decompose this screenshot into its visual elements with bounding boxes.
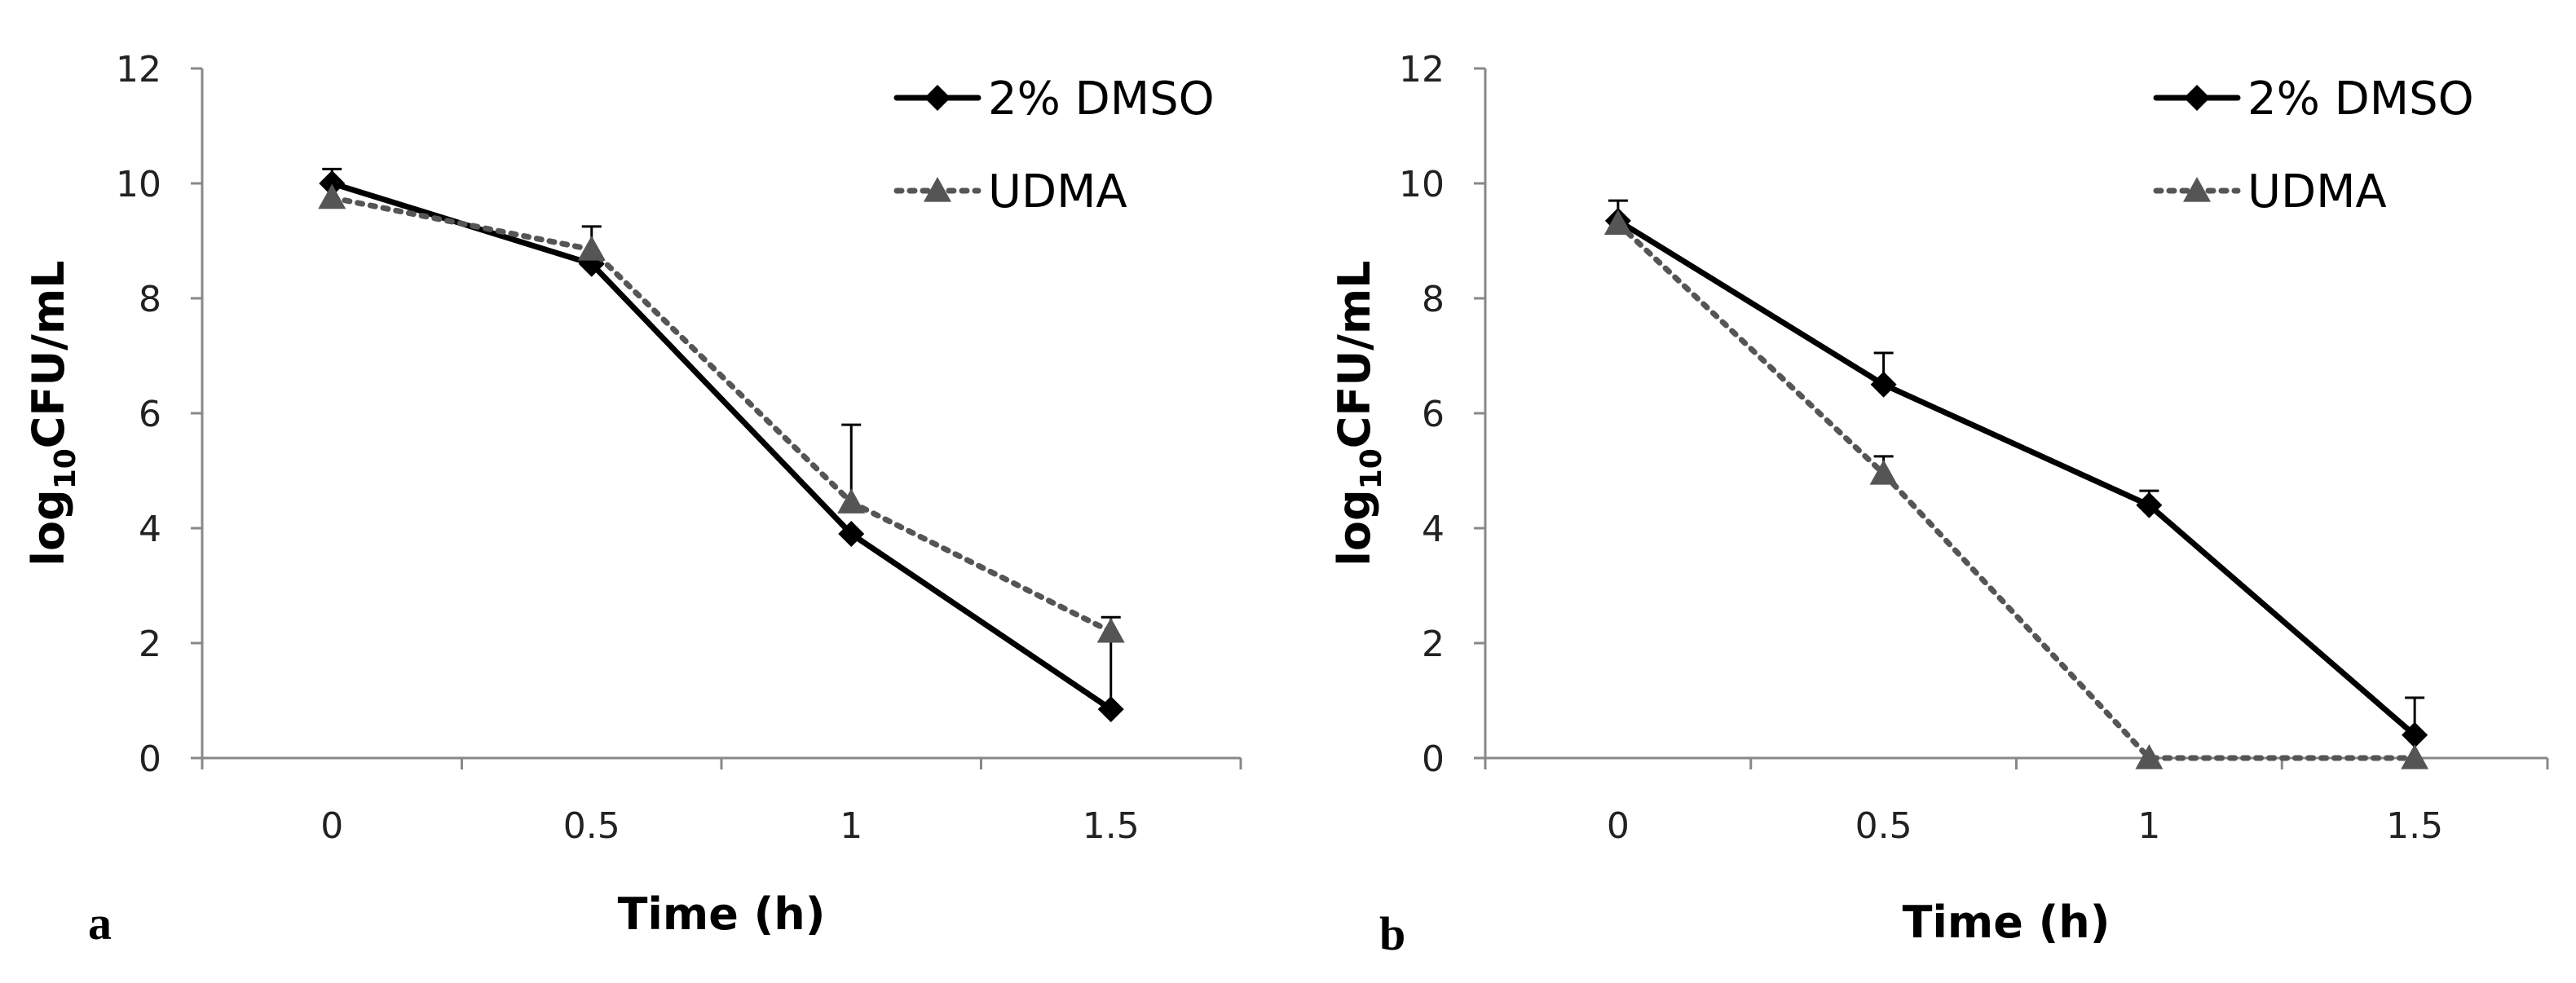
y-tick-label: 10 <box>1399 164 1445 205</box>
legend-label: UDMA <box>2247 165 2387 218</box>
y-axis-title-subscript: 10 <box>1355 448 1388 489</box>
legend-marker-diamond <box>2184 85 2210 111</box>
y-axis-title-prefix: log <box>1329 489 1380 566</box>
y-tick-label: 4 <box>139 509 161 550</box>
x-tick-label: 0.5 <box>1855 805 1912 847</box>
legend-label: 2% DMSO <box>2247 73 2474 126</box>
y-tick-label: 4 <box>1422 509 1445 550</box>
x-tick-label: 1 <box>840 805 862 847</box>
y-axis-title-suffix: CFU/mL <box>23 260 74 448</box>
data-point-diamond <box>1870 371 1897 398</box>
y-tick-label: 6 <box>1422 394 1445 435</box>
data-point-triangle <box>2401 744 2429 769</box>
legend-label: UDMA <box>988 165 1127 218</box>
y-tick-label: 12 <box>116 49 161 90</box>
series-line-dmso <box>329 180 1114 712</box>
panel-label: a <box>88 897 112 950</box>
data-point-triangle <box>2135 744 2164 769</box>
data-point-triangle <box>318 183 346 209</box>
series-line-dmso <box>1615 218 2418 738</box>
y-tick-label: 6 <box>139 394 161 435</box>
x-tick-label: 1 <box>2137 805 2160 847</box>
y-axis-title: log10CFU/mL <box>23 260 82 566</box>
y-tick-label: 8 <box>1422 279 1445 320</box>
series-line-udma <box>329 195 1114 635</box>
data-point-diamond <box>2136 492 2163 518</box>
data-point-triangle <box>837 488 866 514</box>
x-tick-label: 0 <box>320 805 343 847</box>
y-tick-label: 10 <box>116 164 161 205</box>
series-line-udma <box>1615 220 2418 761</box>
data-point-triangle <box>1869 460 1898 485</box>
y-tick-label: 0 <box>139 738 161 780</box>
y-axis-title-prefix: log <box>23 489 74 566</box>
legend-label: 2% DMSO <box>988 73 1215 126</box>
data-point-diamond <box>319 170 346 196</box>
data-point-diamond <box>838 521 865 548</box>
x-axis-title: Time (h) <box>618 888 826 940</box>
y-axis-title-subscript: 10 <box>49 448 82 489</box>
x-tick-label: 1.5 <box>2386 805 2443 847</box>
data-point-diamond <box>2402 721 2428 748</box>
data-point-triangle <box>1603 209 1632 235</box>
x-axis-title: Time (h) <box>1903 897 2111 948</box>
y-tick-label: 8 <box>139 279 161 320</box>
panel-label: b <box>1379 907 1405 960</box>
legend-marker-triangle <box>924 177 951 202</box>
legend-marker-triangle <box>2183 177 2211 202</box>
y-tick-label: 2 <box>1422 624 1445 665</box>
y-tick-label: 0 <box>1422 738 1445 780</box>
data-point-triangle <box>577 236 606 261</box>
y-axis-title: log10CFU/mL <box>1329 260 1388 566</box>
x-tick-label: 0 <box>1607 805 1630 847</box>
y-tick-label: 2 <box>139 624 161 665</box>
y-axis-title-suffix: CFU/mL <box>1329 260 1380 448</box>
data-point-triangle <box>1096 617 1125 643</box>
x-tick-label: 0.5 <box>563 805 620 847</box>
y-tick-label: 12 <box>1399 49 1445 90</box>
legend-marker-diamond <box>924 85 951 111</box>
x-tick-label: 1.5 <box>1083 805 1140 847</box>
